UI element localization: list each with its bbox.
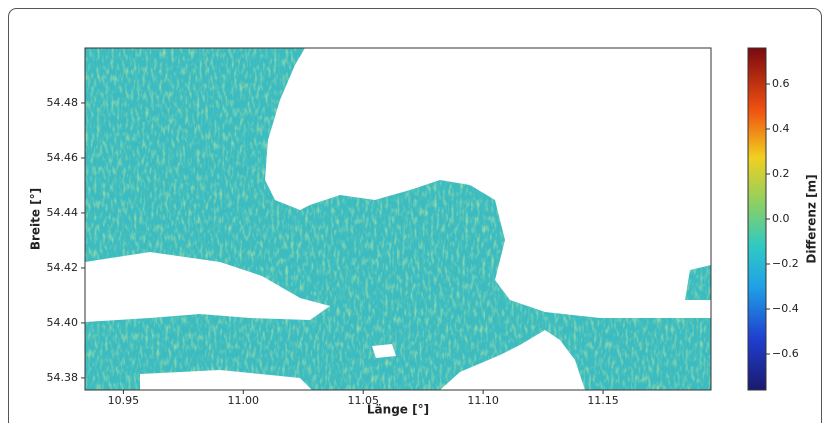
y-tick-label: 54.44 <box>47 206 79 219</box>
colorbar-tick-label: 0.4 <box>772 122 790 135</box>
x-tick-label: 11.15 <box>587 394 619 407</box>
colorbar-label: Differenz [m] <box>805 174 819 263</box>
y-tick-label: 54.38 <box>47 371 79 384</box>
y-tick-label: 54.42 <box>47 261 79 274</box>
y-tick-label: 54.48 <box>47 96 79 109</box>
colorbar-tick-label: −0.2 <box>772 257 799 270</box>
colorbar-tick-label: −0.4 <box>772 302 799 315</box>
figure: Länge [°] Breite [°] Differenz [m] 10.95… <box>0 0 830 423</box>
y-axis-label: Breite [°] <box>29 188 43 250</box>
y-tick-label: 54.40 <box>47 316 79 329</box>
page: {"chart_data": { "type": "heatmap", "xla… <box>0 0 830 427</box>
x-tick-label: 10.95 <box>108 394 140 407</box>
x-tick-label: 11.05 <box>347 394 379 407</box>
colorbar-tick-label: 0.2 <box>772 167 790 180</box>
colorbar-tick-label: 0.0 <box>772 212 790 225</box>
land <box>372 344 396 358</box>
y-tick-label: 54.46 <box>47 151 79 164</box>
x-tick-label: 11.00 <box>228 394 260 407</box>
colorbar-tick-label: 0.6 <box>772 77 790 90</box>
map <box>85 48 711 390</box>
colorbar <box>748 48 766 390</box>
x-tick-label: 11.10 <box>467 394 499 407</box>
colorbar-tick-label: −0.6 <box>772 347 799 360</box>
